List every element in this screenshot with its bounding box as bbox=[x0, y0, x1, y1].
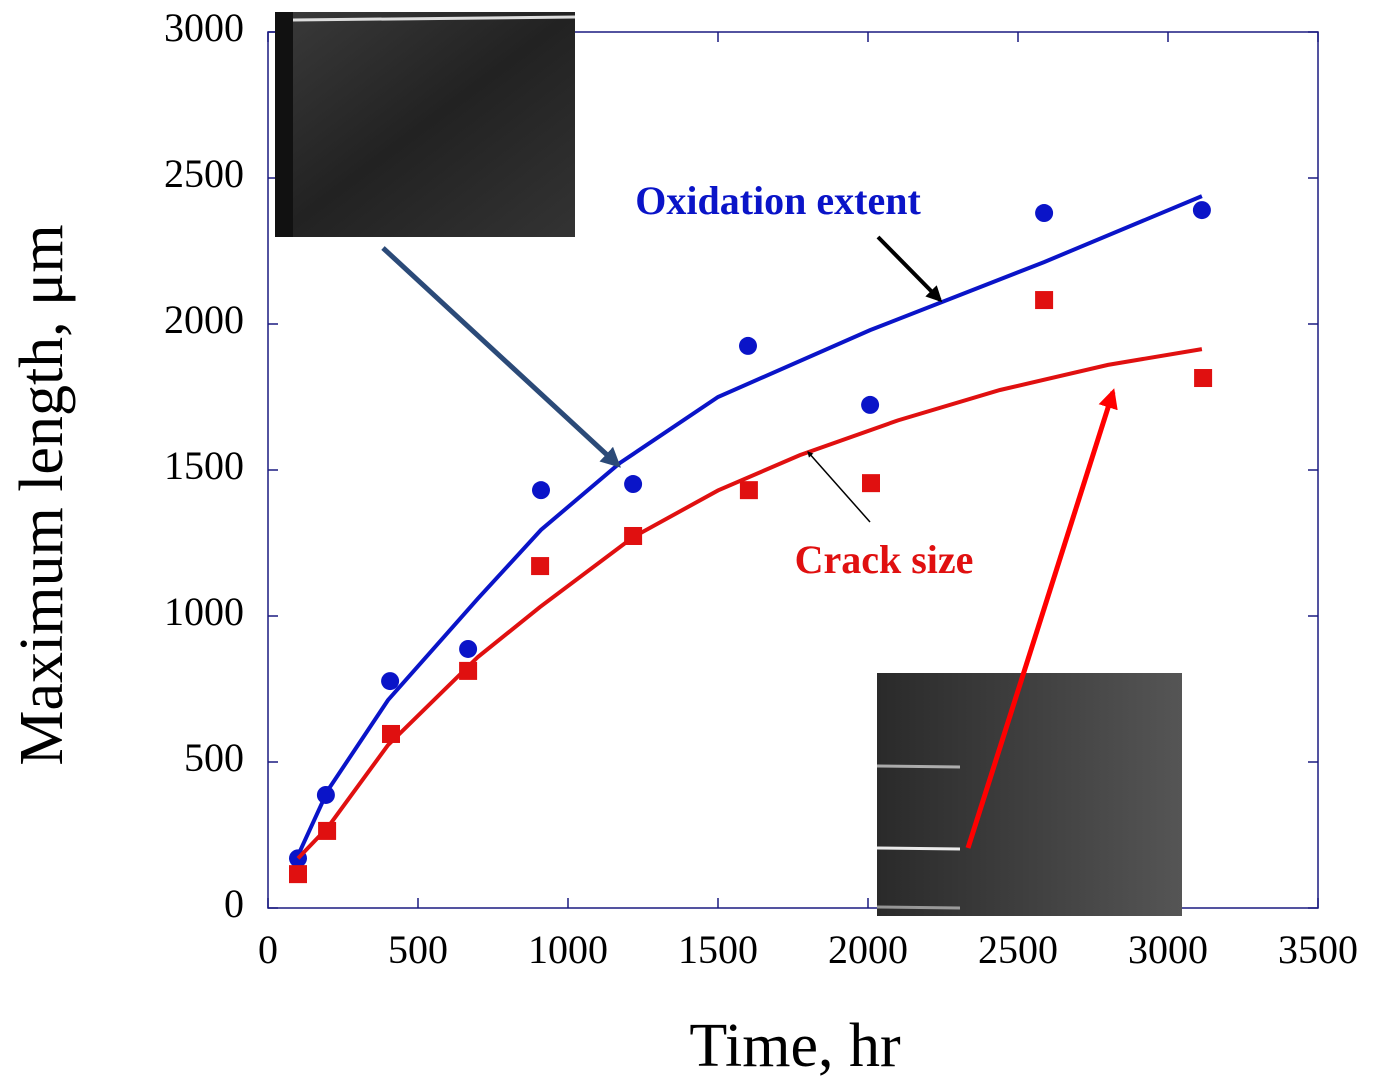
point bbox=[459, 640, 477, 658]
inset-streak bbox=[877, 766, 960, 767]
inset-image bbox=[275, 12, 575, 237]
point bbox=[624, 475, 642, 493]
point bbox=[862, 474, 880, 492]
arrow bbox=[878, 237, 940, 300]
y-tick-label: 3000 bbox=[164, 5, 244, 50]
arrow bbox=[808, 452, 870, 522]
arrow bbox=[383, 248, 618, 465]
point bbox=[532, 481, 550, 499]
inset-streak bbox=[877, 907, 960, 908]
x-tick-label: 1000 bbox=[528, 927, 608, 972]
point bbox=[1035, 204, 1053, 222]
x-tick-label: 3000 bbox=[1128, 927, 1208, 972]
point bbox=[624, 527, 642, 545]
point bbox=[740, 481, 758, 499]
point bbox=[382, 725, 400, 743]
y-axis-title: Maximum length, μm bbox=[8, 224, 76, 765]
y-tick-label: 1000 bbox=[164, 589, 244, 634]
x-tick-label: 0 bbox=[258, 927, 278, 972]
point bbox=[739, 337, 757, 355]
y-tick-label: 2000 bbox=[164, 297, 244, 342]
point bbox=[1194, 369, 1212, 387]
point bbox=[1035, 291, 1053, 309]
point bbox=[1193, 201, 1211, 219]
x-tick-label: 3500 bbox=[1278, 927, 1358, 972]
annotation: Crack size bbox=[795, 537, 974, 582]
x-axis-title: Time, hr bbox=[689, 1012, 901, 1080]
x-tick-label: 2000 bbox=[828, 927, 908, 972]
inset-image bbox=[877, 673, 1182, 916]
point bbox=[531, 557, 549, 575]
point bbox=[381, 672, 399, 690]
y-tick-label: 500 bbox=[184, 735, 244, 780]
x-tick-label: 1500 bbox=[678, 927, 758, 972]
x-tick-label: 2500 bbox=[978, 927, 1058, 972]
chart: Time, hr Maximum length, μm 0 500 1000 1500… bbox=[0, 0, 1377, 1086]
y-tick-label: 1500 bbox=[164, 443, 244, 488]
point bbox=[318, 822, 336, 840]
annotation: Oxidation extent bbox=[635, 178, 921, 223]
point bbox=[861, 396, 879, 414]
point bbox=[289, 865, 307, 883]
y-tick-label: 0 bbox=[224, 881, 244, 926]
y-tick-label: 2500 bbox=[164, 151, 244, 196]
inset-edge bbox=[275, 12, 293, 237]
point bbox=[459, 662, 477, 680]
point bbox=[317, 786, 335, 804]
x-tick-label: 500 bbox=[388, 927, 448, 972]
inset-streak bbox=[877, 848, 960, 849]
